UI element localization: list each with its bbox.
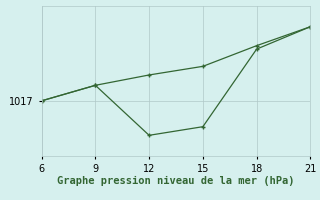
X-axis label: Graphe pression niveau de la mer (hPa): Graphe pression niveau de la mer (hPa) xyxy=(57,176,295,186)
